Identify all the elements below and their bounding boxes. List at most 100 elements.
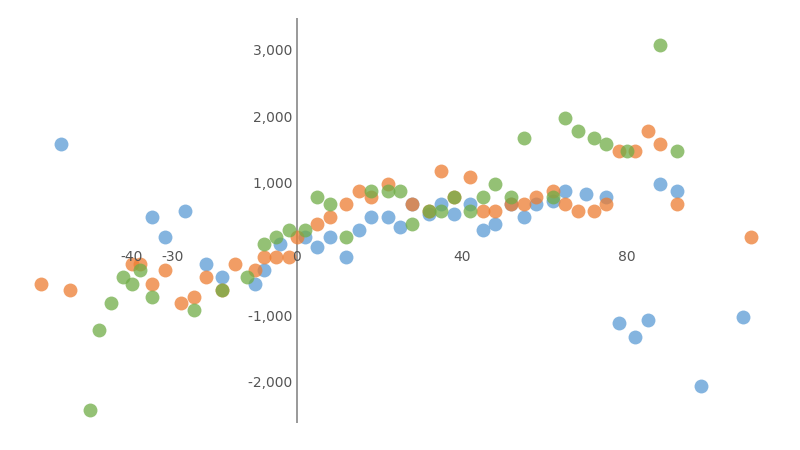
- Point: [199, 273, 212, 280]
- Point: [323, 200, 336, 207]
- Point: [505, 200, 518, 207]
- Point: [146, 214, 158, 221]
- Point: [422, 207, 435, 214]
- Point: [216, 273, 229, 280]
- Point: [600, 194, 613, 201]
- Point: [579, 190, 592, 198]
- Point: [600, 200, 613, 207]
- Text: 40: 40: [453, 250, 470, 265]
- Point: [394, 187, 406, 194]
- Text: 2,000: 2,000: [253, 111, 297, 125]
- Point: [406, 200, 418, 207]
- Text: -40: -40: [121, 250, 143, 265]
- Point: [654, 140, 666, 148]
- Point: [670, 147, 683, 154]
- Point: [629, 147, 642, 154]
- Point: [382, 187, 394, 194]
- Point: [476, 194, 489, 201]
- Point: [92, 326, 105, 333]
- Point: [382, 214, 394, 221]
- Point: [435, 207, 448, 214]
- Point: [600, 140, 613, 148]
- Point: [464, 207, 477, 214]
- Point: [505, 194, 518, 201]
- Text: 1,000: 1,000: [253, 177, 297, 191]
- Point: [249, 267, 262, 274]
- Point: [216, 287, 229, 294]
- Point: [613, 320, 626, 327]
- Point: [530, 200, 542, 207]
- Point: [670, 200, 683, 207]
- Point: [435, 200, 448, 207]
- Point: [270, 234, 282, 241]
- Point: [249, 280, 262, 287]
- Point: [546, 197, 559, 204]
- Point: [282, 253, 295, 261]
- Text: 3,000: 3,000: [253, 44, 297, 58]
- Point: [134, 267, 146, 274]
- Point: [340, 253, 353, 261]
- Point: [382, 180, 394, 188]
- Text: -30: -30: [162, 250, 184, 265]
- Point: [134, 260, 146, 267]
- Point: [642, 127, 654, 135]
- Point: [126, 280, 138, 287]
- Point: [422, 210, 435, 217]
- Text: 80: 80: [618, 250, 636, 265]
- Point: [558, 200, 571, 207]
- Point: [365, 214, 378, 221]
- Point: [241, 273, 254, 280]
- Point: [55, 140, 68, 148]
- Point: [621, 147, 634, 154]
- Point: [489, 207, 502, 214]
- Point: [435, 167, 448, 174]
- Point: [489, 180, 502, 188]
- Point: [84, 406, 97, 413]
- Point: [340, 234, 353, 241]
- Point: [158, 234, 171, 241]
- Point: [187, 293, 200, 301]
- Point: [174, 300, 187, 307]
- Point: [518, 200, 530, 207]
- Point: [323, 214, 336, 221]
- Point: [365, 194, 378, 201]
- Point: [476, 207, 489, 214]
- Point: [199, 260, 212, 267]
- Point: [216, 287, 229, 294]
- Point: [179, 207, 192, 214]
- Point: [229, 260, 242, 267]
- Point: [558, 114, 571, 121]
- Point: [340, 200, 353, 207]
- Point: [365, 187, 378, 194]
- Point: [530, 194, 542, 201]
- Point: [258, 253, 270, 261]
- Point: [447, 210, 460, 217]
- Point: [505, 200, 518, 207]
- Point: [274, 240, 286, 248]
- Point: [489, 220, 502, 227]
- Point: [588, 207, 601, 214]
- Point: [311, 243, 324, 251]
- Point: [518, 134, 530, 141]
- Point: [588, 134, 601, 141]
- Point: [117, 273, 130, 280]
- Point: [654, 41, 666, 48]
- Point: [34, 280, 47, 287]
- Point: [613, 147, 626, 154]
- Point: [571, 127, 584, 135]
- Point: [352, 187, 365, 194]
- Point: [518, 214, 530, 221]
- Point: [447, 194, 460, 201]
- Point: [158, 267, 171, 274]
- Point: [311, 194, 324, 201]
- Point: [642, 316, 654, 324]
- Point: [447, 194, 460, 201]
- Point: [105, 300, 118, 307]
- Text: -2,000: -2,000: [248, 376, 297, 390]
- Point: [406, 200, 418, 207]
- Point: [323, 234, 336, 241]
- Point: [311, 220, 324, 227]
- Point: [464, 200, 477, 207]
- Point: [146, 280, 158, 287]
- Point: [126, 260, 138, 267]
